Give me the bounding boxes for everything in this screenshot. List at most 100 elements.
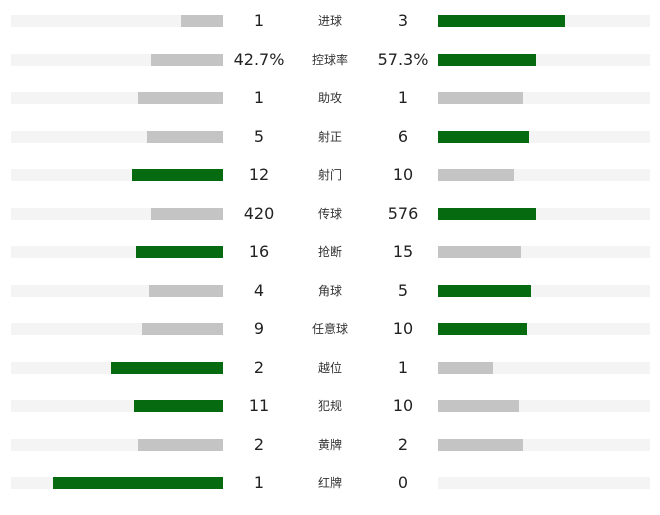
home-bar-track (11, 15, 223, 27)
stat-label: 角球 (317, 283, 342, 298)
away-value: 10 (392, 165, 414, 184)
away-bar (438, 169, 515, 181)
away-bar (438, 323, 528, 335)
home-bar (150, 53, 223, 66)
away-bar-track (438, 323, 650, 335)
stat-row: 4 角球 5 (0, 281, 660, 301)
away-bar-track (438, 92, 650, 104)
home-bar (53, 477, 223, 489)
home-bar (142, 323, 223, 335)
home-value: 11 (248, 396, 270, 415)
away-bar (438, 15, 566, 27)
stat-row: 2 越位 1 (0, 358, 660, 378)
away-bar-track (438, 207, 650, 220)
stat-row: 42.7% 控球率 57.3% (0, 50, 660, 70)
home-bar (136, 246, 223, 258)
home-value: 9 (253, 319, 265, 338)
home-bar-track (11, 130, 223, 143)
stat-row: 16 抢断 15 (0, 242, 660, 262)
stat-label: 抢断 (317, 245, 342, 259)
home-bar-track (11, 92, 223, 104)
stat-row: 11 犯规 10 (0, 396, 660, 416)
away-value: 3 (397, 11, 409, 30)
away-bar-track (438, 477, 650, 489)
away-value: 15 (392, 242, 414, 261)
home-bar-track (11, 477, 223, 489)
home-bar-track (11, 53, 223, 66)
away-bar-track (438, 15, 650, 27)
away-bar-track (438, 53, 650, 66)
home-bar (133, 400, 223, 412)
stat-label: 越位 (317, 360, 342, 375)
away-value: 0 (397, 473, 409, 492)
home-bar (150, 207, 223, 220)
away-value: 6 (397, 126, 409, 146)
stat-label: 任意球 (311, 322, 348, 336)
away-bar (438, 400, 519, 412)
away-bar (438, 130, 530, 143)
away-value: 5 (397, 280, 409, 300)
stat-label: 射正 (317, 129, 342, 144)
away-bar (438, 438, 523, 451)
home-value: 4 (253, 280, 265, 300)
away-value: 10 (392, 319, 414, 338)
home-bar-track (11, 169, 223, 181)
stat-row: 1 助攻 1 (0, 88, 660, 108)
away-value: 57.3% (377, 49, 429, 69)
home-bar-track (11, 207, 223, 220)
home-value: 2 (253, 357, 265, 377)
away-value: 1 (397, 88, 409, 107)
stat-row: 2 黄牌 2 (0, 435, 660, 455)
away-bar (438, 361, 494, 374)
stat-row: 420 传球 576 (0, 204, 660, 224)
home-bar (131, 169, 223, 181)
stat-row: 9 任意球 10 (0, 319, 660, 339)
home-value: 5 (253, 126, 265, 146)
stat-label: 犯规 (317, 399, 342, 413)
home-value: 2 (253, 434, 265, 454)
home-bar (110, 361, 223, 374)
stat-row: 12 射门 10 (0, 165, 660, 185)
away-bar-track (438, 169, 650, 181)
stat-label: 射门 (317, 168, 342, 182)
away-bar (438, 207, 536, 220)
stat-row: 1 进球 3 (0, 11, 660, 31)
home-value: 1 (253, 473, 265, 492)
stat-row: 5 射正 6 (0, 127, 660, 147)
stat-row: 1 红牌 0 (0, 473, 660, 493)
home-bar-track (11, 361, 223, 374)
away-bar-track (438, 438, 650, 451)
away-bar-track (438, 400, 650, 412)
home-value: 16 (248, 242, 270, 261)
home-value: 1 (253, 88, 265, 107)
away-value: 1 (397, 357, 409, 377)
away-bar-track (438, 246, 650, 258)
stat-label: 黄牌 (317, 437, 342, 452)
away-value: 576 (387, 203, 419, 223)
home-bar (138, 438, 223, 451)
stat-label: 进球 (317, 14, 342, 28)
home-bar (138, 92, 223, 104)
home-bar-track (11, 323, 223, 335)
away-bar (438, 92, 523, 104)
home-bar-track (11, 438, 223, 451)
home-bar-track (11, 246, 223, 258)
away-value: 10 (392, 396, 414, 415)
home-bar (146, 130, 223, 143)
stat-label: 助攻 (317, 91, 342, 105)
home-value: 42.7% (233, 49, 285, 69)
away-value: 2 (397, 434, 409, 454)
home-bar-track (11, 400, 223, 412)
home-value: 1 (253, 11, 265, 30)
away-bar (438, 246, 521, 258)
home-bar (148, 284, 223, 297)
away-bar-track (438, 130, 650, 143)
home-bar (180, 15, 223, 27)
stat-label: 控球率 (311, 52, 348, 67)
home-value: 12 (248, 165, 270, 184)
away-bar-track (438, 361, 650, 374)
away-bar-track (438, 284, 650, 297)
away-bar (438, 53, 536, 66)
home-value: 420 (243, 203, 275, 223)
home-bar-track (11, 284, 223, 297)
